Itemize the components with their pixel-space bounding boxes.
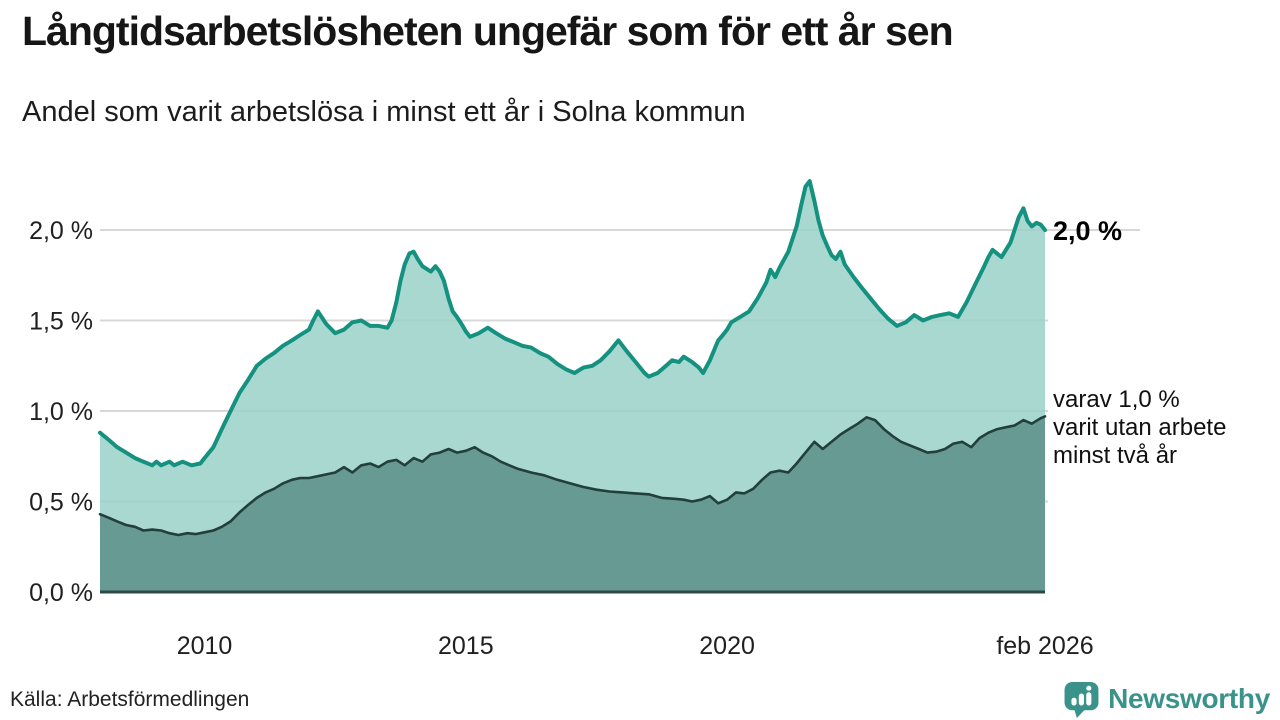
annotation-line-1: varav 1,0 % <box>1053 386 1180 413</box>
newsworthy-logo[interactable]: Newsworthy <box>1063 680 1270 718</box>
area-minst-tva-ar <box>100 416 1045 592</box>
y-tick-label: 2,0 % <box>29 217 93 245</box>
source-note: Källa: Arbetsförmedlingen <box>10 688 250 711</box>
newsworthy-logo-text: Newsworthy <box>1108 683 1270 714</box>
line-minst-tva-ar <box>98 415 1047 537</box>
y-tick-label: 0,5 % <box>29 489 93 517</box>
latest-value-label-two-years: varav 1,0 % varit utan arbete minst två … <box>1053 386 1226 470</box>
x-tick-label: 2015 <box>438 632 494 660</box>
annotation-line-3: minst två år <box>1053 442 1178 469</box>
latest-value-label-total: 2,0 % <box>1053 216 1123 246</box>
chart-title: Långtidsarbetslösheten ungefär som för e… <box>22 8 954 54</box>
x-tick-label: 2020 <box>699 632 755 660</box>
y-tick-label: 0,0 % <box>29 579 93 607</box>
newsworthy-logo-icon <box>1064 681 1099 718</box>
y-tick-label: 1,0 % <box>29 398 93 426</box>
x-tick-label: 2010 <box>177 632 233 660</box>
annotation-line-2: varit utan arbete <box>1053 414 1227 441</box>
x-tick-label: feb 2026 <box>996 632 1093 660</box>
y-tick-label: 1,5 % <box>29 308 93 336</box>
line-minst-ett-ar <box>98 179 1047 468</box>
chart-subtitle: Andel som varit arbetslösa i minst ett å… <box>22 96 746 128</box>
